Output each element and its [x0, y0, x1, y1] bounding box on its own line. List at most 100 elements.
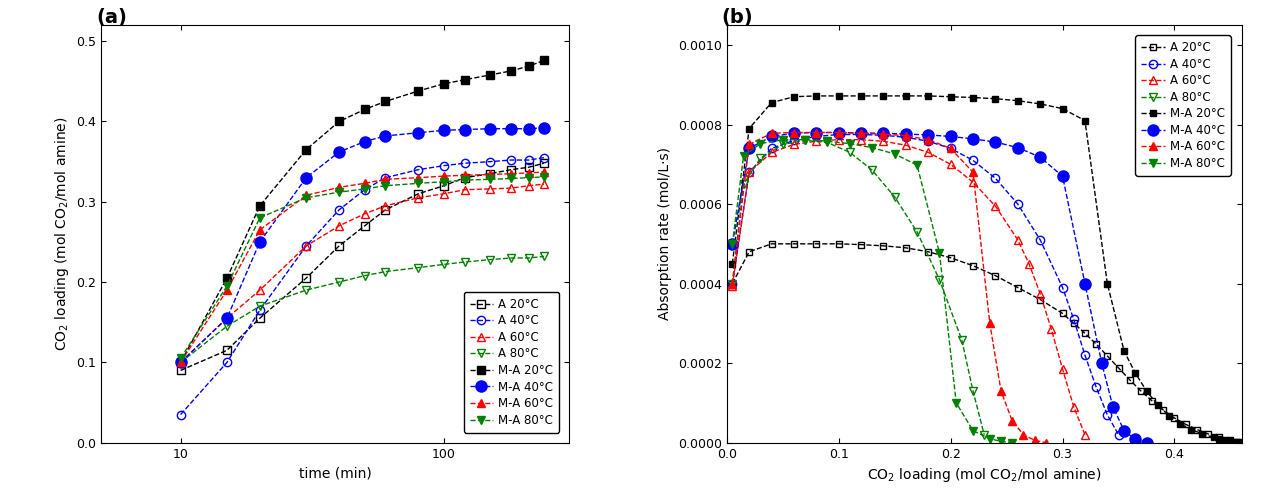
M-A 40°C: [764, 133, 779, 139]
M-A 20°C: [483, 72, 498, 78]
Legend: A 20°C, A 40°C, A 60°C, A 80°C, M-A 20°C, M-A 40°C, M-A 60°C, M-A 80°C: A 20°C, A 40°C, A 60°C, A 80°C, M-A 20°C…: [1135, 35, 1230, 176]
M-A 80°C: [753, 141, 768, 147]
A 60°C: [965, 179, 981, 185]
X-axis label: CO$_2$ loading (mol CO$_2$/mol amine): CO$_2$ loading (mol CO$_2$/mol amine): [867, 466, 1101, 484]
M-A 20°C: [436, 81, 451, 87]
A 40°C: [1111, 432, 1126, 438]
A 20°C: [875, 243, 891, 249]
M-A 60°C: [1038, 440, 1053, 446]
M-A 60°C: [1005, 418, 1020, 424]
A 80°C: [977, 432, 992, 438]
A 20°C: [1111, 365, 1126, 371]
M-A 60°C: [725, 281, 740, 287]
M-A 40°C: [503, 126, 518, 132]
A 60°C: [1066, 404, 1081, 410]
M-A 40°C: [378, 133, 393, 139]
M-A 60°C: [252, 227, 267, 233]
A 20°C: [764, 241, 779, 247]
A 80°C: [753, 155, 768, 161]
A 20°C: [1077, 330, 1092, 337]
A 20°C: [1033, 296, 1048, 302]
M-A 80°C: [252, 215, 267, 221]
M-A 20°C: [1162, 412, 1177, 418]
A 40°C: [725, 281, 740, 287]
A 40°C: [1088, 384, 1104, 390]
A 40°C: [378, 175, 393, 181]
M-A 80°C: [887, 151, 902, 157]
A 60°C: [988, 203, 1003, 209]
M-A 20°C: [457, 77, 473, 83]
A 20°C: [1211, 435, 1226, 441]
M-A 80°C: [1005, 440, 1020, 446]
M-A 40°C: [483, 126, 498, 132]
Y-axis label: CO$_2$ loading (mol CO$_2$/mol amine): CO$_2$ loading (mol CO$_2$/mol amine): [53, 117, 71, 351]
A 80°C: [797, 137, 812, 143]
M-A 20°C: [1055, 106, 1071, 112]
M-A 20°C: [219, 275, 234, 281]
A 40°C: [965, 157, 981, 163]
M-A 80°C: [949, 400, 964, 406]
A 80°C: [378, 269, 393, 275]
M-A 20°C: [1033, 101, 1048, 107]
M-A 40°C: [174, 359, 189, 365]
M-A 40°C: [787, 130, 802, 136]
A 60°C: [921, 149, 936, 155]
M-A 80°C: [965, 428, 981, 434]
A 20°C: [521, 164, 536, 171]
A 60°C: [357, 211, 372, 217]
A 60°C: [1010, 237, 1025, 243]
Text: (b): (b): [722, 9, 753, 28]
A 40°C: [1033, 237, 1048, 243]
A 40°C: [988, 175, 1003, 181]
Line: A 20°C: A 20°C: [176, 159, 549, 375]
A 40°C: [1055, 285, 1071, 291]
M-A 60°C: [483, 172, 498, 178]
M-A 80°C: [521, 175, 536, 181]
Line: A 80°C: A 80°C: [176, 252, 549, 367]
A 80°C: [954, 337, 969, 343]
M-A 40°C: [854, 130, 869, 136]
M-A 20°C: [536, 57, 551, 63]
A 60°C: [875, 138, 891, 144]
M-A 20°C: [787, 94, 802, 100]
A 60°C: [436, 191, 451, 197]
Line: M-A 40°C: M-A 40°C: [175, 122, 550, 368]
M-A 60°C: [808, 129, 824, 135]
A 40°C: [808, 133, 824, 139]
A 20°C: [1133, 388, 1148, 394]
A 60°C: [411, 195, 426, 201]
M-A 60°C: [378, 176, 393, 182]
A 20°C: [1178, 422, 1194, 428]
M-A 20°C: [875, 93, 891, 99]
A 20°C: [1167, 415, 1182, 421]
M-A 60°C: [741, 141, 756, 147]
A 80°C: [457, 259, 473, 265]
A 40°C: [521, 157, 536, 163]
A 20°C: [898, 245, 914, 251]
M-A 20°C: [1077, 118, 1092, 124]
M-A 20°C: [898, 93, 914, 99]
M-A 40°C: [1139, 440, 1154, 446]
M-A 20°C: [1100, 281, 1115, 287]
M-A 20°C: [174, 359, 189, 365]
M-A 80°C: [174, 355, 189, 361]
M-A 20°C: [1206, 435, 1221, 441]
A 20°C: [741, 249, 756, 255]
A 60°C: [1077, 432, 1092, 438]
Line: M-A 80°C: M-A 80°C: [176, 173, 549, 363]
M-A 20°C: [1150, 402, 1166, 408]
A 40°C: [943, 145, 958, 151]
A 20°C: [536, 160, 551, 166]
Line: A 80°C: A 80°C: [729, 136, 988, 439]
A 60°C: [943, 161, 958, 167]
A 60°C: [1055, 366, 1071, 372]
M-A 40°C: [332, 149, 347, 155]
M-A 20°C: [332, 119, 347, 125]
M-A 60°C: [536, 169, 551, 175]
M-A 20°C: [1223, 438, 1238, 444]
Line: A 60°C: A 60°C: [729, 135, 1090, 439]
M-A 80°C: [378, 183, 393, 189]
Legend: A 20°C, A 40°C, A 60°C, A 80°C, M-A 20°C, M-A 40°C, M-A 60°C, M-A 80°C: A 20°C, A 40°C, A 60°C, A 80°C, M-A 20°C…: [464, 292, 559, 433]
Line: A 40°C: A 40°C: [729, 130, 1123, 439]
M-A 20°C: [411, 88, 426, 94]
